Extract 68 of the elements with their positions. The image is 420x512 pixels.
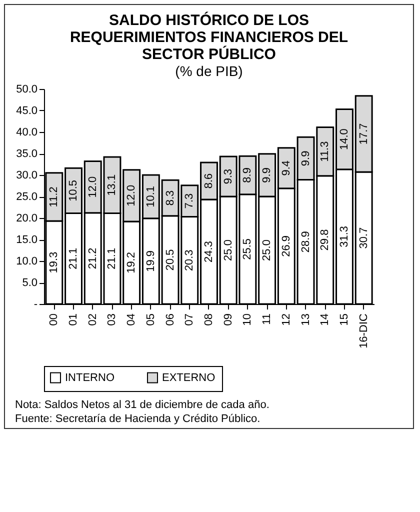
x-tick-label: 04 (126, 314, 138, 326)
x-tick-label: 01 (68, 314, 80, 326)
data-label: 19.2 (126, 252, 138, 274)
legend-label: EXTERNO (162, 372, 216, 384)
data-label: 12.0 (126, 184, 138, 206)
data-label: 21.1 (106, 248, 118, 270)
x-tick-label: 02 (86, 314, 99, 326)
y-tick-label: 45.0 (16, 105, 38, 117)
data-label: 19.9 (144, 250, 157, 272)
data-label: 20.5 (164, 249, 176, 271)
y-tick-label: 20.0 (16, 212, 38, 224)
legend-label: INTERNO (65, 372, 115, 384)
data-label: 8.6 (203, 173, 215, 189)
data-label: 17.7 (358, 123, 370, 145)
x-tick-label: 15 (338, 314, 350, 326)
data-label: 25.0 (222, 240, 234, 261)
data-label: 26.9 (280, 235, 292, 257)
text: Nota: Saldos Netos al 31 de diciembre de cada año. (15, 398, 270, 412)
chart-title: SALDO HISTÓRICO DE LOS REQUERIMIENTOS FINANCIEROS DEL SECTOR PÚBLICO (70, 11, 348, 63)
y-tick-label: 40.0 (16, 126, 38, 138)
y-tick-label: 10.0 (16, 256, 38, 268)
data-label: 31.3 (338, 226, 350, 248)
data-label: 21.2 (86, 248, 99, 270)
x-tick-label: 03 (106, 314, 118, 326)
data-label: 20.3 (184, 250, 196, 272)
x-tick-label: 14 (319, 314, 332, 326)
x-tick-label: 08 (203, 314, 215, 326)
data-label: 11.2 (48, 186, 60, 208)
y-tick-label: 50.0 (16, 84, 38, 96)
x-tick-label: 12 (280, 314, 292, 326)
data-label: 14.0 (338, 128, 350, 150)
data-label: 11.3 (319, 141, 332, 162)
x-tick-label: 05 (144, 314, 157, 326)
data-label: 19.3 (48, 252, 60, 274)
data-label: 9.3 (222, 168, 234, 184)
x-tick-label: 11 (261, 314, 274, 325)
x-tick-label: 06 (164, 314, 176, 326)
data-label: 9.9 (300, 150, 312, 166)
data-label: 9.9 (261, 168, 274, 183)
x-tick-label: 00 (48, 314, 60, 326)
chart-subtitle: (% de PIB) (175, 63, 243, 79)
data-label: 8.9 (242, 168, 254, 183)
x-tick-label: 16-DIC (358, 313, 370, 348)
data-label: 12.0 (86, 176, 99, 198)
data-label: 29.8 (319, 229, 332, 251)
y-tick-label: - (34, 298, 38, 310)
x-tick-label: 07 (184, 314, 196, 326)
x-tick-label: 13 (300, 314, 312, 326)
y-tick-label: 35.0 (16, 148, 38, 160)
data-label: 28.9 (300, 231, 312, 253)
data-label: 25.0 (261, 240, 274, 261)
data-label: 21.1 (68, 248, 80, 270)
data-label: 10.5 (68, 180, 80, 202)
data-label: 25.5 (242, 238, 254, 260)
data-label: 30.7 (358, 227, 370, 249)
x-tick-label: 09 (222, 314, 234, 326)
y-tick-label: 5.0 (22, 277, 38, 289)
y-tick-label: 25.0 (16, 191, 38, 203)
y-tick-label: 30.0 (16, 170, 38, 182)
data-label: 13.1 (106, 174, 118, 196)
data-label: 24.3 (203, 241, 215, 262)
data-label: 8.3 (164, 190, 176, 206)
x-tick-label: 10 (242, 314, 254, 326)
y-tick-label: 15.0 (16, 234, 38, 246)
source-note: Fuente: Secretaría de Hacienda y Crédito Público. (15, 412, 262, 426)
data-label: 10.1 (144, 186, 157, 208)
data-label: 7.3 (184, 193, 196, 209)
data-label: 9.4 (280, 160, 292, 176)
